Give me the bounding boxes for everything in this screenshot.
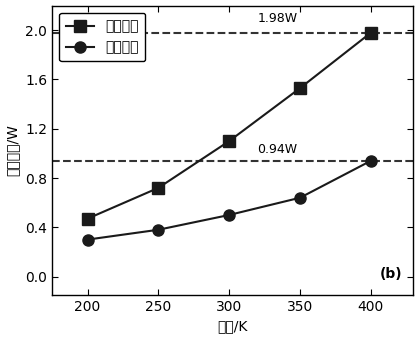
Text: (b): (b) (380, 266, 403, 281)
基础模块 (368, 159, 373, 163)
优化模块 (85, 217, 90, 221)
优化模块 (368, 31, 373, 35)
Text: 0.94W: 0.94W (258, 143, 297, 156)
Line: 基础模块: 基础模块 (82, 155, 377, 245)
基础模块 (85, 238, 90, 242)
Y-axis label: 输出功率/W: 输出功率/W (5, 124, 20, 176)
优化模块 (297, 86, 303, 90)
Text: 1.98W: 1.98W (258, 12, 297, 25)
X-axis label: 温度/K: 温度/K (217, 319, 248, 334)
优化模块 (227, 139, 232, 143)
优化模块 (156, 186, 161, 190)
Legend: 优化模块, 基础模块: 优化模块, 基础模块 (59, 13, 145, 61)
基础模块 (156, 228, 161, 232)
基础模块 (227, 213, 232, 217)
Line: 优化模块: 优化模块 (82, 27, 377, 224)
基础模块 (297, 196, 303, 200)
